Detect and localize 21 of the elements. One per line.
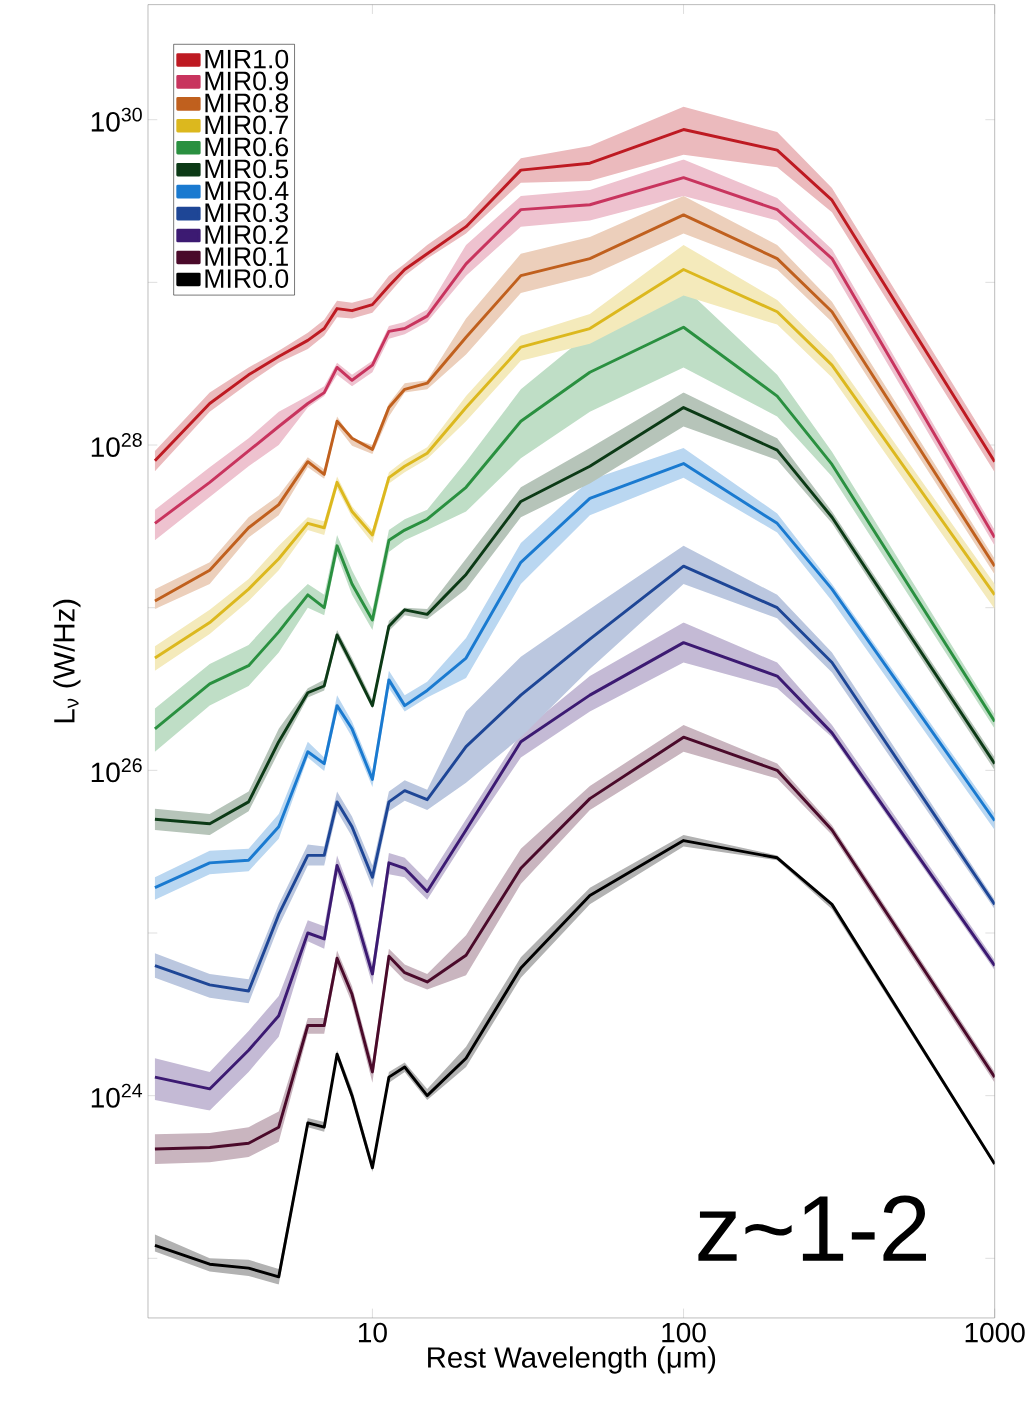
- y-tick-label: 10$^{24}$: [91, 1083, 143, 1108]
- legend-label: MIR0.9: [205, 71, 288, 91]
- legend-label: MIR0.4: [205, 181, 289, 201]
- legend-label: MIR0.0: [205, 269, 289, 289]
- legend-label: MIR0.7: [205, 115, 288, 135]
- y-axis-title: L$_{ν}$ (W/Hz): [53, 599, 81, 723]
- x-tick-label: 1000: [965, 1322, 1025, 1343]
- legend-label: MIR1.0: [205, 49, 289, 69]
- legend-label: MIR0.2: [205, 225, 288, 245]
- legend-label: MIR0.3: [205, 203, 289, 223]
- legend-label: MIR0.1: [205, 247, 288, 267]
- x-axis-title: Rest Wavelength (μm): [428, 1346, 716, 1374]
- x-tick-label: 100: [662, 1322, 706, 1343]
- y-tick-label: 10$^{26}$: [91, 758, 142, 783]
- annotation: z~1-2: [698, 1195, 926, 1261]
- legend-label: MIR0.6: [205, 137, 289, 157]
- legend-label: MIR0.8: [205, 93, 289, 113]
- x-tick-label: 10: [358, 1322, 387, 1343]
- legend-label: MIR0.5: [205, 159, 289, 179]
- y-tick-label: 10$^{28}$: [91, 433, 142, 458]
- y-tick-label: 10$^{30}$: [91, 107, 142, 132]
